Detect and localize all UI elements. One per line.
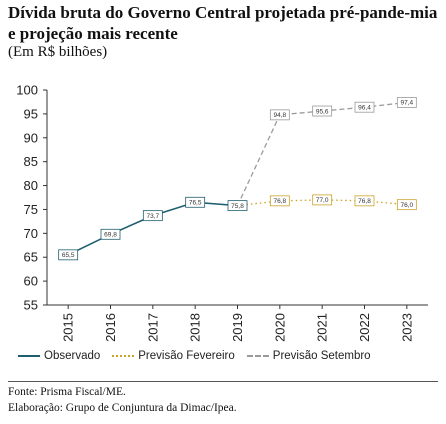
x-tick-label: 2021	[315, 313, 330, 342]
data-label-setembro-box	[354, 101, 375, 113]
x-tick-label: 2016	[103, 313, 118, 342]
series-line-observado	[67, 201, 238, 256]
data-label-observado: 76,5	[189, 200, 202, 207]
credit-note: Elaboração: Grupo de Conjuntura da Dimac…	[8, 402, 237, 414]
data-label-observado: 69,8	[104, 232, 117, 239]
data-label-fevereiro: 76,8	[358, 198, 371, 205]
chart-title: Dívida bruta do Governo Central projetad…	[8, 3, 438, 43]
data-label-setembro-box	[269, 109, 290, 121]
data-label-setembro: 97,4	[401, 100, 414, 107]
data-label-fevereiro-box	[354, 195, 375, 207]
data-label-observado: 75,8	[231, 203, 244, 210]
legend-item-fevereiro: Previsão Fevereiro	[112, 350, 235, 362]
x-tick-label: 2018	[188, 313, 203, 342]
data-label-fevereiro-box	[396, 199, 417, 211]
y-tick-label: 55	[24, 298, 38, 313]
y-tick-label: 100	[16, 83, 38, 98]
series-line-fevereiro	[237, 199, 407, 207]
chart-subtitle: (Em R$ bilhões)	[8, 44, 108, 60]
legend-item-setembro: Previsão Setembro	[246, 350, 371, 362]
data-label-observado-box	[58, 249, 79, 261]
x-tick-label: 2020	[272, 313, 287, 342]
x-tick-label: 2015	[61, 313, 76, 342]
data-label-setembro: 96,4	[358, 105, 371, 112]
x-tick-label: 2023	[399, 313, 414, 342]
y-tick-label: 75	[24, 202, 38, 217]
data-label-fevereiro: 77,0	[316, 197, 329, 204]
data-label-observado-box	[142, 210, 163, 222]
data-label-setembro-box	[396, 97, 417, 108]
y-tick-label: 90	[24, 130, 38, 145]
data-label-setembro-box	[312, 105, 333, 117]
y-tick-label: 65	[24, 250, 38, 265]
legend-label-observado: Observado	[44, 350, 101, 362]
series-line-setembro	[236, 101, 407, 206]
y-tick-label: 70	[24, 226, 38, 241]
legend-swatch-observado	[18, 355, 40, 357]
y-tick-label: 60	[24, 274, 38, 289]
data-label-setembro: 95,6	[316, 108, 329, 115]
legend-label-fevereiro: Previsão Fevereiro	[138, 350, 235, 362]
source-note: Fonte: Prisma Fiscal/ME.	[8, 386, 126, 398]
x-tick-label: 2022	[357, 313, 372, 342]
footer-rule	[8, 381, 438, 382]
y-tick-label: 80	[24, 178, 38, 193]
data-label-fevereiro-box	[269, 195, 290, 207]
data-label-fevereiro: 76,0	[401, 202, 414, 209]
x-tick-label: 2019	[230, 313, 245, 342]
legend-item-observado: Observado	[18, 350, 100, 362]
y-tick-label: 95	[24, 106, 38, 121]
data-label-observado: 73,7	[147, 213, 160, 220]
data-label-observado-box	[100, 228, 121, 240]
line-chart: 55 60 65 70 75 80 85 90 95 100 2015 2016 2017 2018 201…	[16, 83, 428, 342]
data-label-observado: 65,5	[62, 252, 75, 259]
data-label-observado-box	[185, 196, 206, 208]
data-label-observado-box	[227, 200, 248, 212]
data-label-setembro: 94,8	[274, 112, 287, 119]
y-tick-label: 85	[24, 154, 38, 169]
data-label-fevereiro-box	[312, 194, 333, 206]
chart-legend: Observado Previsão Fevereiro Previsão Se…	[18, 350, 371, 362]
x-tick-label: 2017	[145, 313, 160, 342]
legend-swatch-setembro	[246, 355, 269, 357]
data-label-fevereiro: 76,8	[274, 198, 287, 205]
legend-swatch-fevereiro	[112, 355, 135, 357]
legend-label-setembro: Previsão Setembro	[272, 350, 371, 362]
